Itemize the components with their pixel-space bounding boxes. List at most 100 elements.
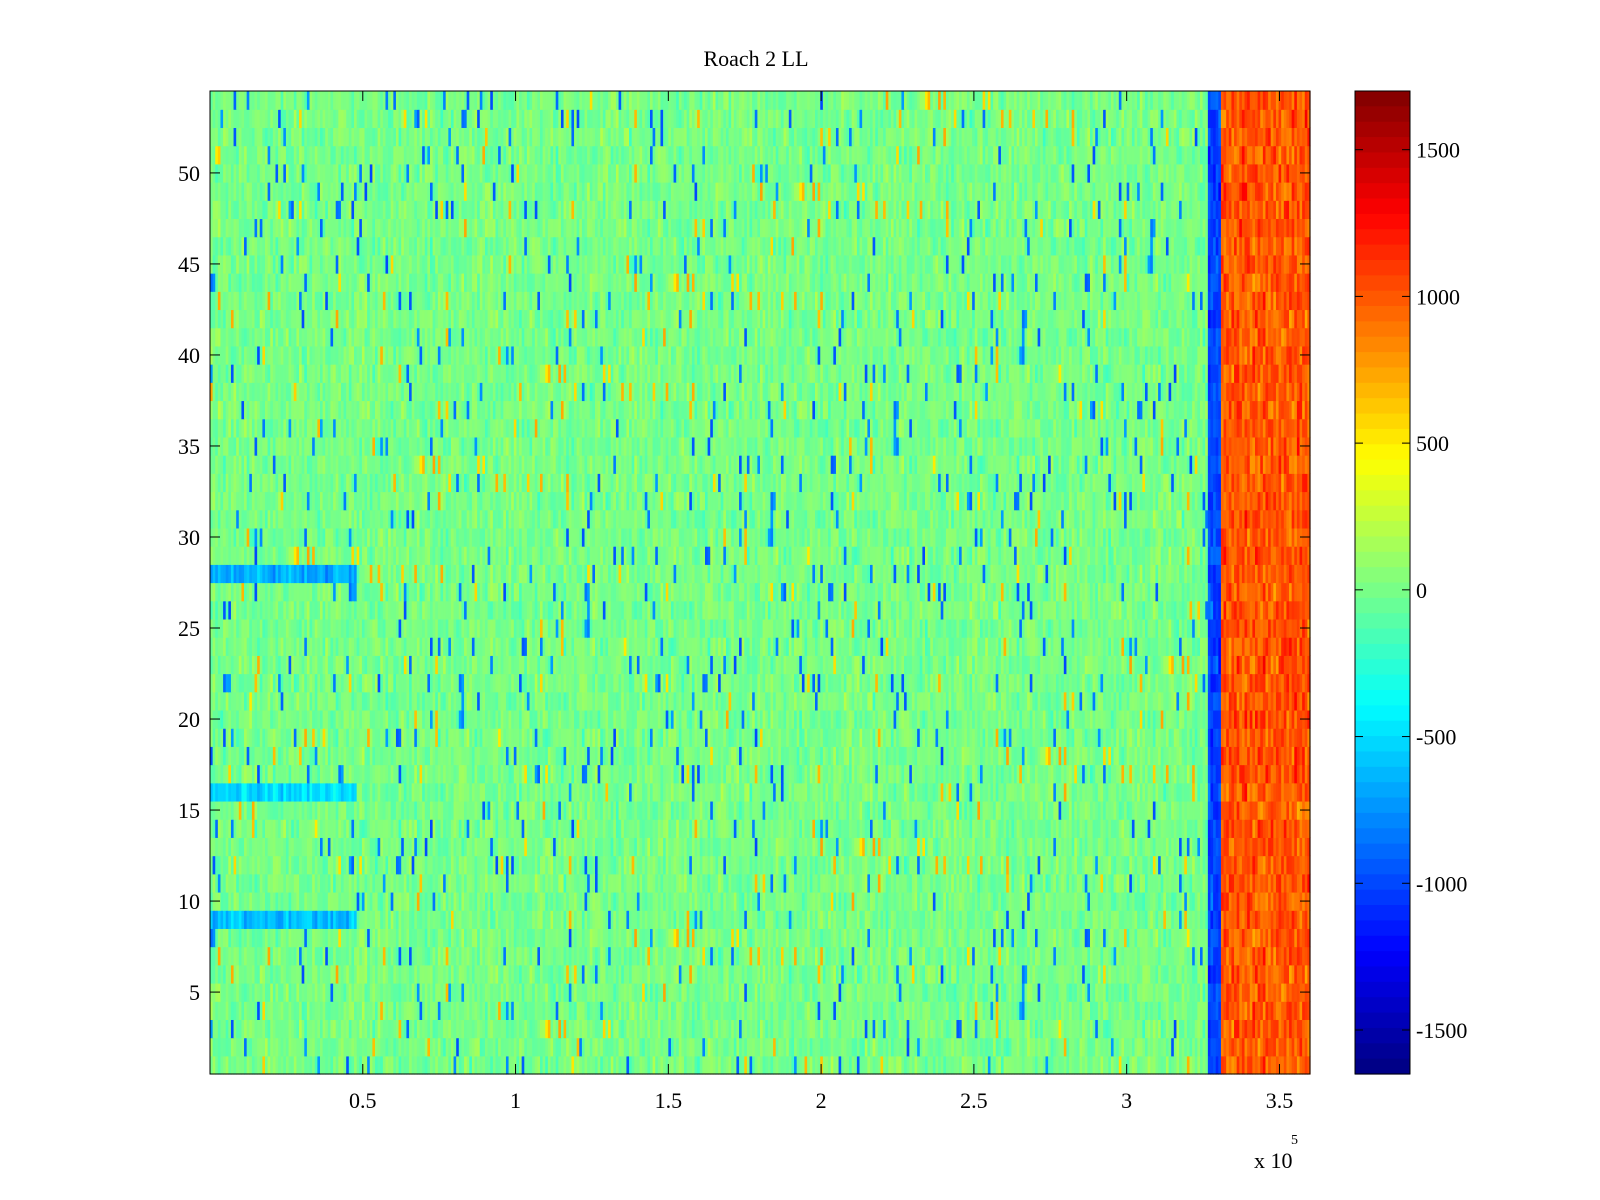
heatmap-cell bbox=[1027, 891, 1031, 911]
heatmap-cell bbox=[760, 1001, 764, 1020]
heatmap-cell bbox=[1255, 1037, 1259, 1057]
heatmap-cell bbox=[568, 982, 573, 1002]
heatmap-cell bbox=[883, 946, 887, 966]
heatmap-cell bbox=[1181, 928, 1185, 948]
heatmap-cell bbox=[285, 946, 290, 966]
heatmap-cell bbox=[710, 873, 714, 893]
heatmap-cell bbox=[471, 1001, 476, 1020]
heatmap-cell bbox=[558, 964, 562, 984]
heatmap-cell bbox=[1163, 910, 1167, 929]
heatmap-cell bbox=[285, 982, 290, 1002]
heatmap-cell bbox=[987, 1055, 992, 1075]
heatmap-cell bbox=[650, 1001, 654, 1020]
heatmap-cell bbox=[1000, 891, 1005, 911]
heatmap-cell bbox=[589, 910, 593, 929]
heatmap-cell bbox=[754, 964, 758, 984]
heatmap-cell bbox=[1103, 1019, 1107, 1039]
heatmap-cell bbox=[1299, 928, 1303, 948]
heatmap-cell bbox=[519, 910, 523, 929]
heatmap-cell bbox=[1304, 928, 1308, 948]
heatmap-cell bbox=[1032, 946, 1036, 966]
heatmap-cell bbox=[265, 1019, 269, 1039]
heatmap-cell bbox=[1087, 891, 1091, 911]
heatmap-cell bbox=[419, 891, 423, 911]
heatmap-cell bbox=[1213, 891, 1217, 911]
heatmap-cell bbox=[720, 891, 724, 911]
heatmap-cell bbox=[566, 910, 570, 929]
heatmap-cell bbox=[296, 873, 300, 893]
heatmap-cell bbox=[752, 946, 756, 966]
heatmap-cell bbox=[285, 928, 290, 948]
heatmap-cell bbox=[830, 1019, 834, 1039]
heatmap-cell bbox=[1116, 928, 1120, 948]
heatmap-cell bbox=[1257, 946, 1261, 966]
heatmap-cell bbox=[1283, 1001, 1288, 1020]
heatmap-cell bbox=[267, 1019, 271, 1039]
heatmap-cell bbox=[390, 873, 394, 893]
heatmap-cell bbox=[325, 982, 329, 1002]
heatmap-cell bbox=[980, 1001, 984, 1020]
heatmap-cell bbox=[477, 946, 481, 966]
heatmap-cell bbox=[388, 928, 392, 948]
heatmap-cell bbox=[631, 1001, 635, 1020]
heatmap-cell bbox=[296, 1019, 300, 1039]
heatmap-cell bbox=[262, 1019, 266, 1039]
heatmap-cell bbox=[1241, 891, 1246, 911]
heatmap-cell bbox=[1200, 1019, 1204, 1039]
heatmap-cell bbox=[597, 928, 601, 948]
heatmap-cell bbox=[1270, 891, 1274, 911]
heatmap-cell bbox=[828, 910, 832, 929]
heatmap-cell bbox=[309, 1001, 313, 1020]
heatmap-cell bbox=[1129, 982, 1133, 1002]
heatmap-cell bbox=[904, 891, 908, 911]
heatmap-cell bbox=[875, 928, 879, 948]
heatmap-cell bbox=[1205, 1037, 1209, 1057]
heatmap-cell bbox=[1163, 928, 1167, 948]
heatmap-cell bbox=[322, 928, 326, 948]
heatmap-cell bbox=[752, 1037, 756, 1057]
heatmap-cell bbox=[432, 1037, 436, 1057]
heatmap-cell bbox=[1249, 1001, 1253, 1020]
heatmap-cell bbox=[720, 964, 724, 984]
heatmap-cell bbox=[1268, 928, 1272, 948]
heatmap-cell bbox=[380, 1037, 384, 1057]
heatmap-cell bbox=[338, 964, 342, 984]
heatmap-cell bbox=[587, 1001, 591, 1020]
heatmap-cell bbox=[574, 1037, 578, 1057]
heatmap-cell bbox=[953, 910, 958, 929]
heatmap-cell bbox=[812, 964, 816, 984]
heatmap-cell bbox=[296, 891, 300, 911]
heatmap-cell bbox=[1186, 1001, 1191, 1020]
heatmap-cell bbox=[1016, 1019, 1020, 1039]
heatmap-cell bbox=[283, 910, 287, 929]
heatmap-cell bbox=[1249, 891, 1253, 911]
heatmap-cell bbox=[854, 891, 858, 911]
heatmap-cell bbox=[650, 1037, 654, 1057]
heatmap-cell bbox=[560, 1001, 565, 1020]
heatmap-cell bbox=[385, 1037, 389, 1057]
heatmap-cell bbox=[655, 946, 659, 966]
heatmap-cell bbox=[1165, 1001, 1170, 1020]
heatmap-cell bbox=[796, 964, 800, 984]
heatmap-cell bbox=[230, 1019, 235, 1039]
heatmap-cell bbox=[1184, 1055, 1188, 1075]
heatmap-cell bbox=[681, 1055, 685, 1075]
heatmap-cell bbox=[610, 1019, 614, 1039]
heatmap-cell bbox=[1278, 1001, 1282, 1020]
heatmap-cell bbox=[513, 1001, 518, 1020]
heatmap-cell bbox=[998, 910, 1002, 929]
heatmap-cell bbox=[1027, 910, 1031, 929]
heatmap-cell bbox=[990, 982, 994, 1002]
heatmap-cell bbox=[1236, 946, 1240, 966]
heatmap-cell bbox=[1163, 964, 1167, 984]
heatmap-cell bbox=[885, 928, 889, 948]
heatmap-cell bbox=[862, 982, 866, 1002]
heatmap-cell bbox=[471, 910, 476, 929]
heatmap-cell bbox=[702, 928, 706, 948]
heatmap-cell bbox=[794, 928, 798, 948]
heatmap-cell bbox=[791, 982, 795, 1002]
heatmap-cell bbox=[257, 910, 261, 929]
heatmap-cell bbox=[749, 1019, 753, 1039]
heatmap-cell bbox=[961, 910, 965, 929]
heatmap-cell bbox=[880, 946, 884, 966]
